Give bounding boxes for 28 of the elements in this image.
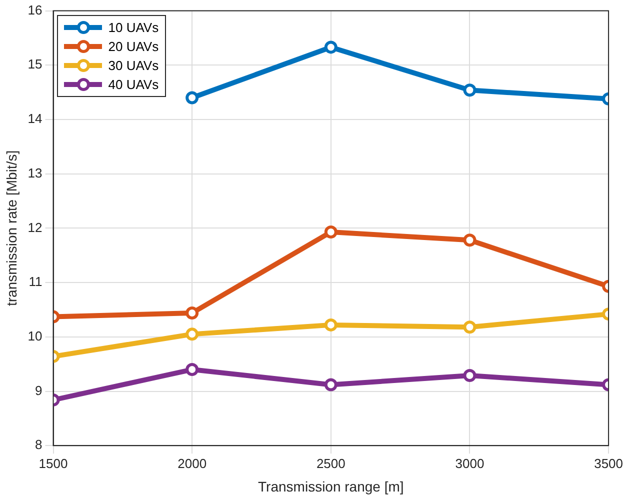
point	[324, 40, 338, 54]
point	[186, 91, 199, 104]
x-tick-label: 3500	[594, 456, 623, 471]
x-tick-label: 3000	[455, 456, 484, 471]
y-tick-label: 11	[28, 274, 42, 290]
y-axis-title: transmission rate [Mbit/s]	[3, 150, 20, 306]
y-tick-label: 12	[28, 220, 42, 235]
y-tick-label: 14	[28, 111, 42, 126]
legend-label: 40 UAVs	[108, 76, 159, 92]
point	[186, 306, 199, 320]
x-tick-label: 2000	[178, 456, 207, 471]
point	[324, 226, 338, 239]
point	[324, 378, 338, 392]
y-tick-label: 8	[35, 437, 42, 452]
x-axis-title: Transmission range [m]	[258, 478, 404, 494]
point	[186, 328, 199, 341]
x-tick-label: 1500	[38, 456, 68, 471]
y-tick-label: 13	[28, 165, 42, 180]
legend-label: 20 UAVs	[108, 38, 159, 54]
x-tick-label: 2500	[316, 456, 346, 471]
point	[186, 363, 199, 376]
legend-label: 30 UAVs	[108, 58, 159, 73]
y-tick-label: 10	[28, 328, 42, 344]
y-tick-label: 9	[35, 382, 42, 398]
legend-label: 10 UAVs	[108, 20, 159, 35]
y-tick-label: 16	[28, 2, 42, 18]
y-tick-label: 15	[28, 56, 42, 72]
point	[324, 318, 338, 332]
